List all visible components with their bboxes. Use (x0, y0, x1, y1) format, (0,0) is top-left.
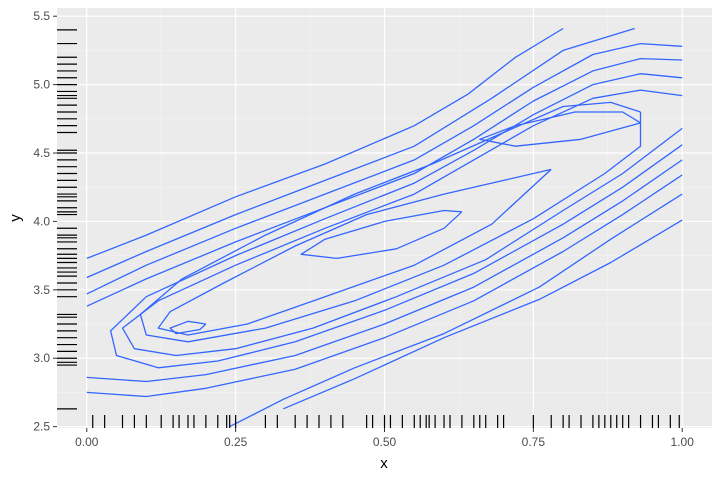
y-tick-label: 3.5 (33, 283, 50, 297)
contour (229, 193, 683, 428)
y-axis-title: y (7, 214, 24, 222)
y-tick-label: 3.0 (33, 351, 50, 365)
x-tick-label: 1.00 (671, 435, 695, 449)
y-tick-label: 5.5 (33, 9, 50, 23)
contour (86, 174, 683, 398)
x-axis-title: x (380, 455, 388, 472)
contour (86, 159, 683, 383)
y-tick-label: 2.5 (33, 420, 50, 434)
contour (86, 27, 564, 260)
contour (169, 320, 207, 335)
y-tick-label: 4.0 (33, 214, 50, 228)
x-tick-label: 0.50 (373, 435, 397, 449)
contour (283, 219, 683, 410)
y-tick-label: 4.5 (33, 146, 50, 160)
contour (86, 57, 683, 307)
y-tick-label: 5.0 (33, 78, 50, 92)
x-tick-label: 0.00 (75, 435, 99, 449)
x-tick-label: 0.25 (224, 435, 248, 449)
contour (109, 73, 683, 369)
contour (86, 42, 683, 295)
contour (300, 209, 463, 260)
contour (479, 111, 641, 147)
contour (139, 101, 642, 343)
x-tick-label: 0.75 (522, 435, 546, 449)
contour (121, 89, 683, 357)
contour (157, 168, 552, 336)
contour (86, 27, 635, 279)
